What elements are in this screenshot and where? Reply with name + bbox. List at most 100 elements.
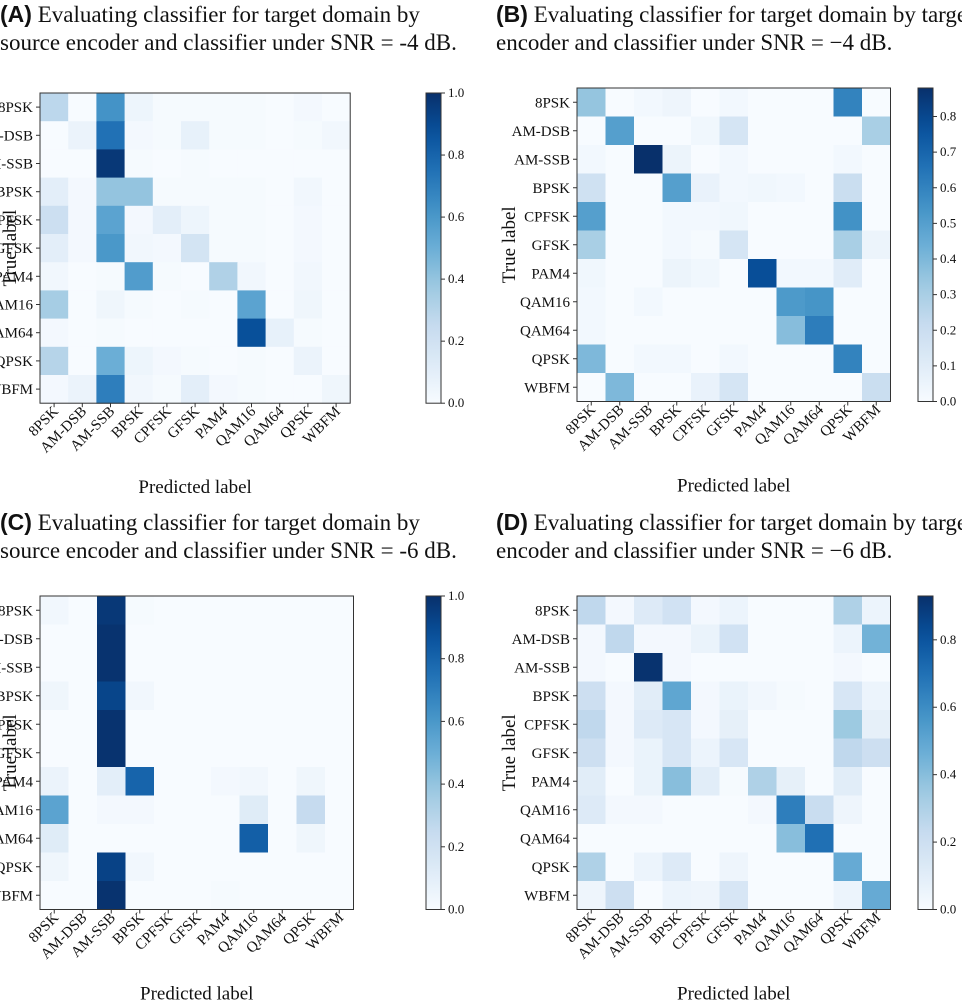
colorbar-tick-label: 1.0 (448, 588, 464, 603)
heatmap-cell (776, 316, 806, 345)
colorbar-tick-label: 1.0 (448, 85, 464, 100)
heatmap-cell (125, 624, 155, 654)
heatmap-cell (833, 259, 863, 288)
heatmap-cell (776, 881, 806, 910)
heatmap-cell (40, 681, 69, 711)
panel-a: (A) Evaluating classifier for target dom… (0, 0, 480, 500)
heatmap-cell (68, 346, 97, 376)
heatmap-cell (325, 767, 354, 796)
heatmap-cell (862, 88, 891, 117)
heatmap-cell (293, 205, 323, 235)
colorbar-tick-label: 0.3 (940, 287, 956, 302)
heatmap-cell (211, 767, 240, 796)
heatmap-cell (239, 852, 269, 882)
heatmap-cells (577, 596, 891, 910)
heatmap-cell (237, 375, 267, 404)
y-tick-label: QAM16 (0, 803, 33, 819)
heatmap-cell (748, 596, 777, 625)
heatmap-cell (154, 653, 183, 682)
heatmap-cell (211, 624, 240, 654)
heatmap-cell (662, 316, 692, 345)
heatmap-cell (605, 88, 635, 117)
heatmap-cell (833, 316, 863, 345)
heatmap-cell (124, 205, 154, 235)
y-tick-label: AM-SSB (0, 660, 33, 676)
heatmap-cell (634, 852, 663, 882)
heatmap-cell (97, 767, 126, 796)
heatmap-cell (68, 149, 97, 179)
heatmap-cell (833, 852, 863, 882)
heatmap-cell (719, 824, 749, 853)
heatmap-cell (97, 824, 126, 853)
heatmap-cell (776, 681, 806, 711)
heatmap-cell (862, 202, 891, 231)
heatmap-cell (211, 881, 240, 910)
heatmap-cell (605, 624, 635, 654)
heatmap-cell (833, 881, 863, 910)
heatmap-cell (691, 824, 720, 853)
heatmap-cell (634, 316, 663, 345)
heatmap-cell (152, 346, 182, 376)
colorbar-tick-label: 0.2 (940, 322, 956, 337)
y-tick-label: BPSK (0, 185, 33, 201)
heatmap-cell (322, 346, 351, 376)
heatmap-cell (40, 375, 69, 404)
heatmap-cell (605, 852, 635, 882)
heatmap-cell (211, 681, 240, 711)
heatmap-cell (748, 259, 777, 288)
heatmap-cell (237, 149, 267, 179)
heatmap-cell (182, 881, 212, 910)
heatmap-cell (833, 824, 863, 853)
heatmap-cell (209, 262, 238, 291)
heatmap-cell (719, 230, 749, 260)
heatmap-cell (237, 93, 267, 122)
heatmap-cell (68, 177, 97, 207)
heatmap-cell (325, 795, 354, 825)
heatmap-cell (211, 824, 240, 853)
heatmap-cell (805, 681, 834, 711)
heatmap-cell (748, 653, 777, 682)
heatmap-cell (293, 262, 323, 291)
heatmap-cell (577, 259, 606, 288)
heatmap-cell (211, 710, 240, 739)
heatmap-cell (691, 653, 720, 682)
heatmap-cell (634, 624, 663, 654)
heatmap-cell (805, 624, 834, 654)
heatmap-cell (605, 173, 635, 203)
heatmap-cell (719, 116, 749, 146)
heatmap-cell (719, 596, 749, 625)
heatmap-cell (776, 287, 806, 317)
heatmap-cell (605, 653, 635, 682)
y-tick-label: CPFSK (0, 213, 33, 229)
heatmap-cell (691, 202, 720, 231)
heatmap-cell (662, 259, 692, 288)
heatmap-cell (293, 290, 323, 320)
heatmap-cell (40, 710, 69, 739)
heatmap-cell (124, 234, 154, 263)
heatmap-cell (605, 145, 635, 174)
heatmap-cell (268, 596, 297, 625)
y-tick-label: QAM64 (0, 326, 33, 342)
heatmap-cell (68, 234, 97, 263)
heatmap-cell (68, 262, 97, 291)
heatmap-cell (748, 316, 777, 345)
colorbar (425, 595, 442, 910)
heatmap-cell (296, 852, 326, 882)
colorbar-tick-label: 0.2 (448, 839, 464, 854)
heatmap-cell (862, 259, 891, 288)
heatmap-cell (293, 121, 323, 150)
colorbar-tick-label: 0.5 (940, 215, 956, 230)
heatmap-cell (268, 824, 297, 853)
heatmap-cell (68, 767, 98, 796)
heatmap-cell (719, 624, 749, 654)
heatmap-cell (97, 795, 126, 825)
heatmap-cell (662, 173, 692, 203)
heatmap-cell (125, 795, 155, 825)
heatmap-cell (96, 93, 126, 122)
heatmap-cell (862, 681, 891, 711)
heatmap-cell (605, 881, 635, 910)
heatmap-cell (293, 149, 323, 179)
heatmap-cell (239, 767, 269, 796)
heatmap-cell (577, 173, 606, 203)
heatmap-cell (40, 795, 69, 825)
